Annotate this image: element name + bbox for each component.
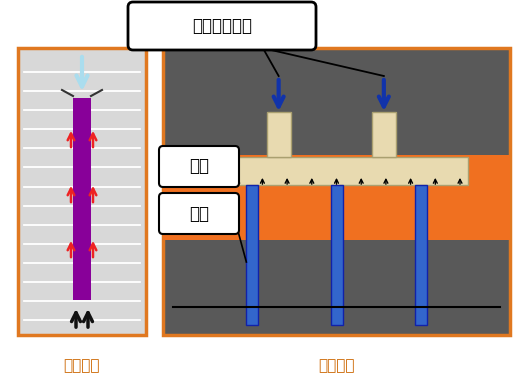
Bar: [18, 48, 146, 335]
Text: 基桩: 基桩: [189, 204, 209, 222]
Bar: [163, 48, 510, 335]
Text: 承台: 承台: [189, 158, 209, 175]
Bar: [246, 185, 258, 325]
Text: 单桩基础: 单桩基础: [64, 359, 100, 374]
Text: 上部结构荷载: 上部结构荷载: [192, 17, 252, 35]
Bar: [163, 155, 510, 240]
Bar: [415, 185, 427, 325]
FancyBboxPatch shape: [159, 193, 239, 234]
FancyBboxPatch shape: [128, 2, 316, 50]
Bar: [205, 157, 468, 185]
Text: 群桩基础: 群桩基础: [318, 359, 355, 374]
FancyBboxPatch shape: [159, 146, 239, 187]
Bar: [267, 112, 290, 157]
Bar: [330, 185, 343, 325]
Bar: [73, 98, 91, 300]
Bar: [372, 112, 396, 157]
